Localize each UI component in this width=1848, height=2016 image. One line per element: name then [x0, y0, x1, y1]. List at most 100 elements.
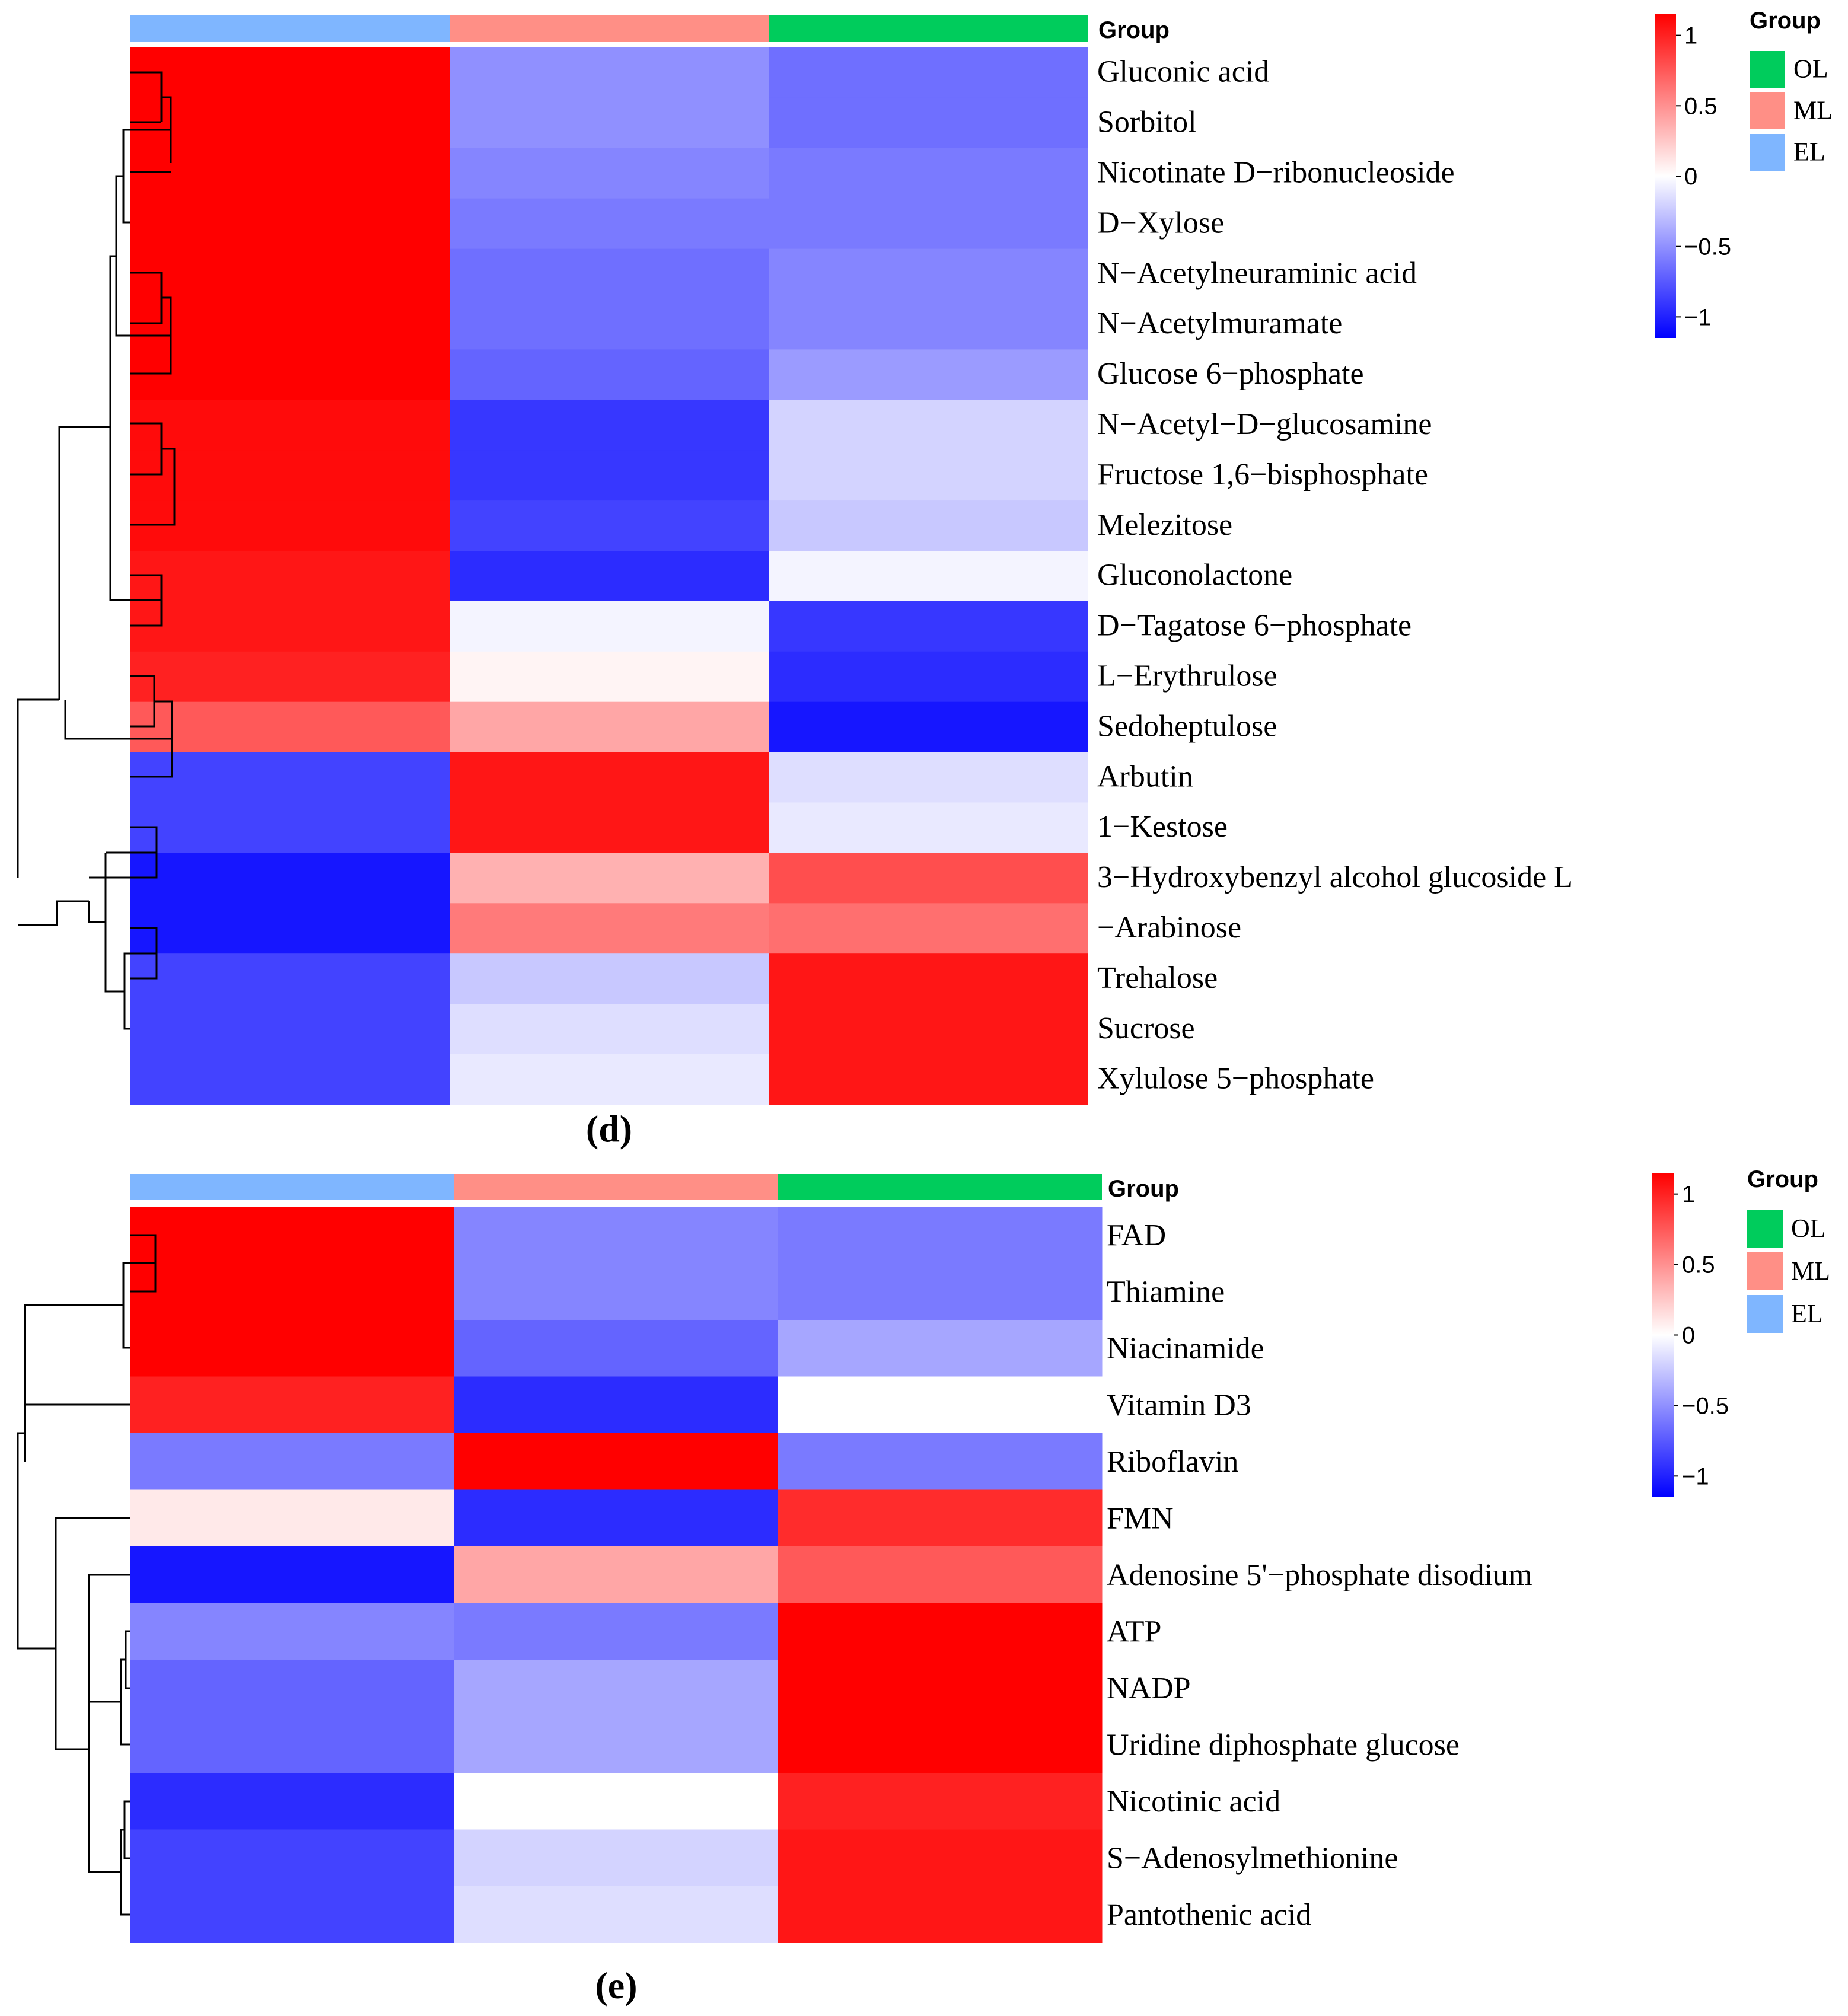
heatmap-cell	[450, 853, 769, 904]
heatmap-cell	[769, 349, 1088, 400]
heatmap-cell	[450, 450, 769, 501]
dendrogram-branch	[88, 1631, 121, 1873]
heatmap-cell	[454, 1320, 779, 1377]
group-legend-swatch-EL	[1747, 1295, 1783, 1333]
heatmap-cell	[450, 148, 769, 199]
group-legend-swatch-EL	[1750, 134, 1785, 171]
heatmap-cell	[130, 802, 450, 853]
dendrogram-branch	[125, 1630, 130, 1689]
dendrogram-branch	[120, 1829, 130, 1916]
row-label: Gluconolactone	[1097, 559, 1292, 592]
heatmap-cell	[130, 601, 450, 652]
dendrogram-branch	[104, 853, 125, 993]
heatmap-cell	[778, 1603, 1103, 1660]
heatmap-cell	[130, 299, 450, 350]
group-legend-title: Group	[1747, 1166, 1818, 1192]
heatmap-cell	[130, 1660, 455, 1717]
heatmap-cell	[130, 1263, 455, 1320]
heatmap-cell	[769, 1054, 1088, 1105]
heatmap-cell	[778, 1376, 1103, 1434]
row-label: D−Xylose	[1097, 206, 1224, 240]
heatmap-cell	[130, 651, 450, 703]
heatmap-cell	[769, 601, 1088, 652]
heatmap-cell	[130, 1716, 455, 1773]
heatmap-cell	[778, 1773, 1103, 1830]
panel-label: (d)	[586, 1108, 632, 1150]
dendrogram-branch	[18, 900, 89, 926]
row-label: S−Adenosylmethionine	[1107, 1841, 1398, 1875]
row-label: Fructose 1,6−bisphosphate	[1097, 458, 1428, 492]
heatmap-cell	[778, 1716, 1103, 1773]
colorbar-tick-label: 0	[1682, 1323, 1695, 1349]
group-legend-label-OL: OL	[1791, 1214, 1826, 1243]
heatmap-cell	[130, 1433, 455, 1490]
heatmap-cell	[450, 551, 769, 602]
heatmap-cell	[130, 551, 450, 602]
heatmap-cell	[130, 1207, 455, 1264]
heatmap-cell	[769, 651, 1088, 703]
heatmap-cell	[769, 1004, 1088, 1055]
heatmap-cell	[454, 1603, 779, 1660]
group-annotation-OL	[778, 1174, 1102, 1200]
heatmap-cell	[769, 701, 1088, 753]
row-label: FMN	[1107, 1501, 1174, 1535]
heatmap-cell	[778, 1263, 1103, 1320]
row-label: Nicotinic acid	[1107, 1785, 1280, 1819]
heatmap-cell	[450, 400, 769, 451]
heatmap-cell	[130, 701, 450, 753]
row-label: N−Acetylmuramate	[1097, 307, 1342, 340]
dendrogram-branch	[55, 1546, 89, 1750]
heatmap-cell	[450, 299, 769, 350]
row-label: Pantothenic acid	[1107, 1898, 1311, 1932]
heatmap-cell	[769, 903, 1088, 954]
heatmap-cell	[454, 1716, 779, 1773]
row-label: Niacinamide	[1107, 1332, 1264, 1366]
heatmap-cell	[454, 1207, 779, 1264]
colorbar	[1655, 14, 1676, 338]
heatmap-cell	[778, 1433, 1103, 1490]
heatmap-cell	[450, 701, 769, 753]
heatmap-cell	[130, 400, 450, 451]
heatmap-cell	[130, 1829, 455, 1887]
heatmap-cell	[130, 248, 450, 299]
colorbar-tick-label: 1	[1684, 23, 1697, 49]
heatmap-cell	[130, 47, 450, 98]
heatmap-cell	[769, 551, 1088, 602]
heatmap-cell	[769, 47, 1088, 98]
heatmap-cell	[454, 1886, 779, 1943]
row-label: Thiamine	[1107, 1275, 1225, 1309]
row-label: 3−Hydroxybenzyl alcohol glucoside L	[1097, 860, 1573, 894]
heatmap-cell	[130, 953, 450, 1004]
heatmap-cell	[130, 1773, 455, 1830]
heatmap-cell	[130, 1489, 455, 1547]
dendrogram-branch	[64, 700, 172, 740]
group-annotation-title: Group	[1098, 17, 1170, 43]
group-annotation-title: Group	[1108, 1176, 1179, 1202]
heatmap-cell	[450, 1054, 769, 1105]
colorbar-tick-label: 0.5	[1682, 1252, 1715, 1278]
heatmap-cell	[130, 148, 450, 199]
heatmap-cell	[454, 1263, 779, 1320]
heatmap-cell	[130, 1603, 455, 1660]
heatmap-cell	[769, 299, 1088, 350]
row-label: FAD	[1107, 1218, 1166, 1252]
heatmap-cell	[450, 500, 769, 551]
dendrogram-branch	[17, 1595, 56, 1650]
group-annotation-EL	[130, 1174, 454, 1200]
row-label: −Arabinose	[1097, 911, 1241, 945]
heatmap-cell	[450, 601, 769, 652]
heatmap-cell	[130, 752, 450, 803]
dendrogram-branch	[161, 96, 172, 163]
row-label: D−Tagatose 6−phosphate	[1097, 609, 1412, 643]
heatmap-cell	[769, 752, 1088, 803]
row-label: Glucose 6−phosphate	[1097, 357, 1364, 391]
colorbar-tick-label: −0.5	[1682, 1393, 1729, 1419]
colorbar-tick-label: −1	[1684, 304, 1712, 330]
heatmap-cell	[778, 1320, 1103, 1377]
heatmap-cell	[450, 651, 769, 703]
row-label: Adenosine 5'−phosphate disodium	[1107, 1558, 1532, 1592]
dendrogram-branch	[24, 1304, 123, 1462]
heatmap-cell	[450, 47, 769, 98]
heatmap-cell	[769, 400, 1088, 451]
